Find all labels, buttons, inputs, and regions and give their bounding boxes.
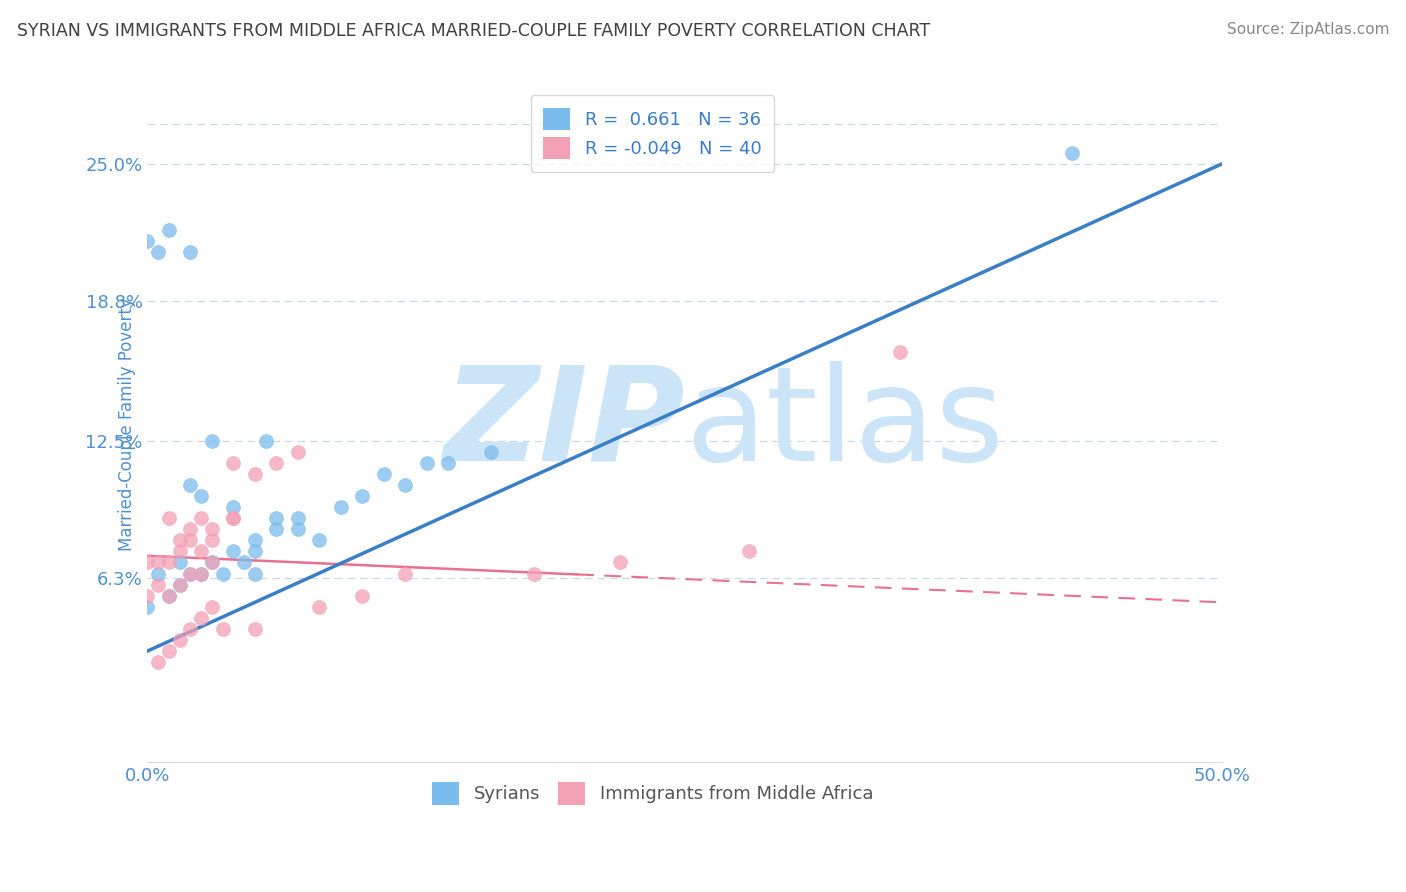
Point (254, 434, 277, 448)
Point (146, 556, 169, 570)
Point (146, 577, 169, 591)
Text: ZIP: ZIP (443, 360, 685, 488)
Point (201, 556, 224, 570)
Text: Source: ZipAtlas.com: Source: ZipAtlas.com (1226, 22, 1389, 37)
Point (169, 632, 191, 647)
Legend: Syrians, Immigrants from Middle Africa: Syrians, Immigrants from Middle Africa (423, 773, 882, 814)
Point (243, 622, 266, 636)
Point (308, 599, 330, 614)
Point (266, 511, 288, 525)
Point (201, 556, 224, 570)
Point (416, 456, 439, 470)
Point (169, 544, 191, 558)
Point (157, 589, 180, 603)
Point (287, 522, 309, 536)
Point (179, 533, 201, 548)
Point (179, 566, 201, 581)
Point (169, 533, 191, 548)
Point (1060, 145, 1083, 160)
Point (201, 434, 224, 448)
Point (179, 622, 201, 636)
Point (287, 444, 309, 458)
Point (157, 644, 180, 658)
Point (190, 566, 212, 581)
Point (179, 478, 201, 492)
Point (394, 478, 416, 492)
Point (609, 556, 631, 570)
Point (136, 556, 159, 570)
Point (479, 444, 502, 458)
Point (146, 566, 169, 581)
Point (136, 235, 159, 249)
Point (157, 589, 180, 603)
Point (201, 533, 224, 548)
Point (190, 489, 212, 503)
Y-axis label: Married-Couple Family Poverty: Married-Couple Family Poverty (118, 297, 136, 551)
Point (523, 566, 546, 581)
Point (233, 556, 256, 570)
Point (211, 622, 233, 636)
Point (352, 589, 374, 603)
Point (352, 489, 374, 503)
Point (287, 511, 309, 525)
Point (738, 544, 761, 558)
Point (329, 500, 352, 515)
Point (308, 533, 330, 548)
Point (266, 522, 288, 536)
Point (222, 511, 245, 525)
Point (157, 511, 180, 525)
Point (190, 511, 212, 525)
Point (222, 500, 245, 515)
Point (190, 611, 212, 625)
Point (190, 566, 212, 581)
Point (179, 522, 201, 536)
Point (243, 533, 266, 548)
Point (222, 511, 245, 525)
Point (179, 566, 201, 581)
Point (394, 566, 416, 581)
Point (169, 556, 191, 570)
Point (201, 599, 224, 614)
Point (222, 544, 245, 558)
Point (136, 599, 159, 614)
Point (169, 577, 191, 591)
Point (201, 522, 224, 536)
Point (169, 577, 191, 591)
Point (243, 544, 266, 558)
Point (157, 556, 180, 570)
Text: atlas: atlas (685, 360, 1004, 488)
Point (373, 467, 395, 481)
Point (136, 589, 159, 603)
Point (889, 345, 911, 359)
Point (222, 456, 245, 470)
Point (437, 456, 460, 470)
Point (243, 467, 266, 481)
Point (243, 566, 266, 581)
Point (157, 223, 180, 237)
Point (146, 655, 169, 669)
Point (266, 456, 288, 470)
Point (146, 245, 169, 260)
Point (190, 544, 212, 558)
Text: SYRIAN VS IMMIGRANTS FROM MIDDLE AFRICA MARRIED-COUPLE FAMILY POVERTY CORRELATIO: SYRIAN VS IMMIGRANTS FROM MIDDLE AFRICA … (17, 22, 929, 40)
Point (179, 245, 201, 260)
Point (211, 566, 233, 581)
